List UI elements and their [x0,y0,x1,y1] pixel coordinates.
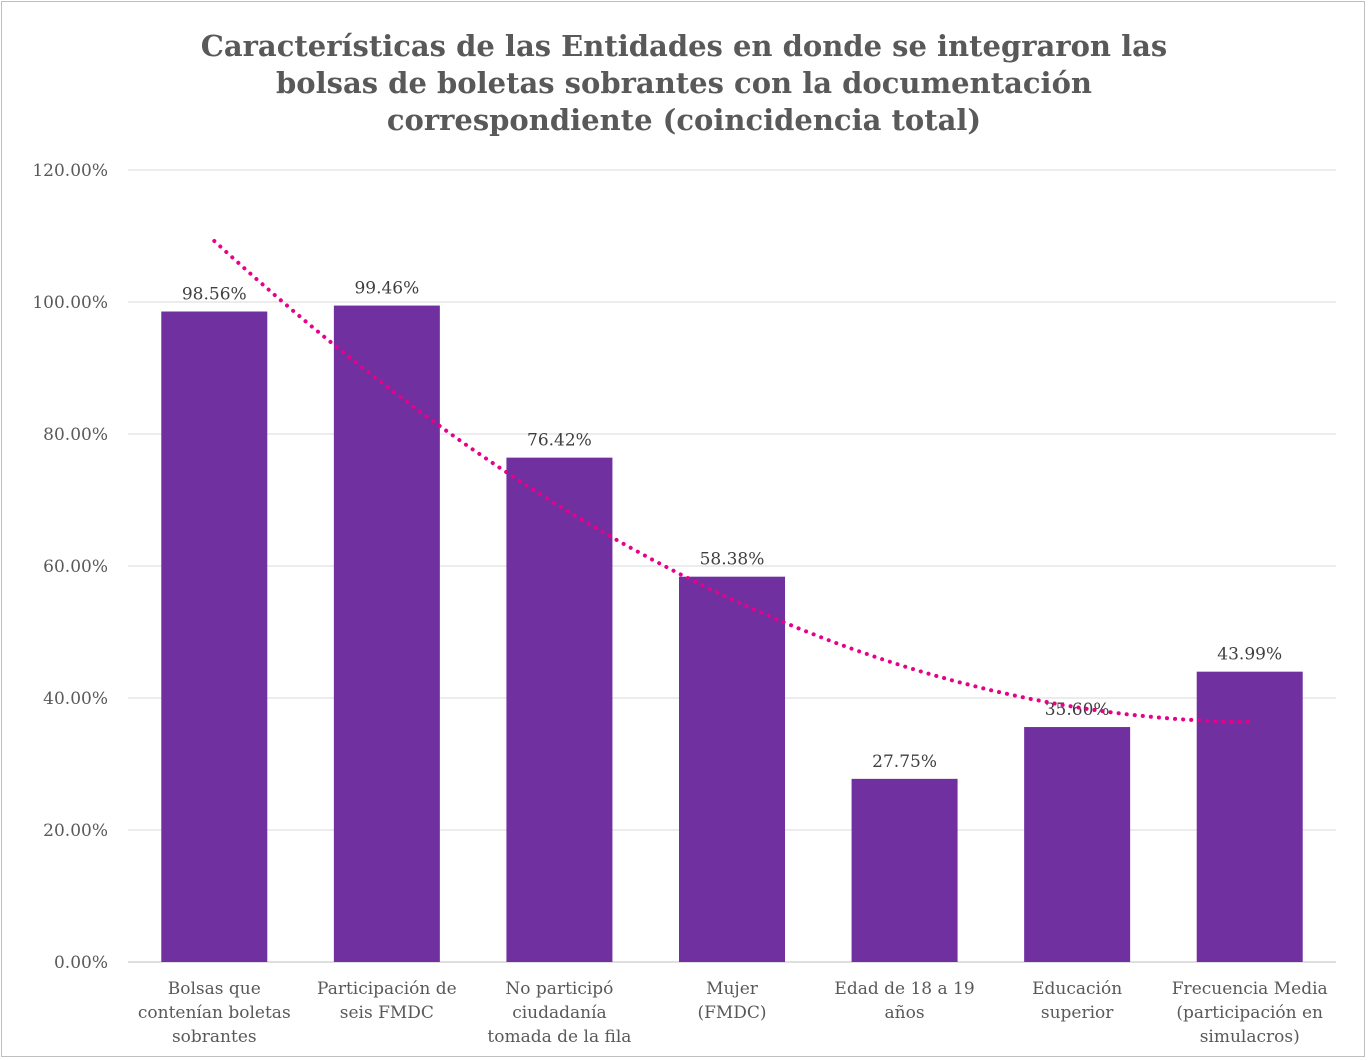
x-tick-label: años [885,1003,925,1023]
data-label: 98.56% [182,285,247,305]
x-tick-label: simulacros) [1200,1027,1300,1047]
data-label: 58.38% [700,550,765,570]
bar [1196,671,1303,962]
y-tick-label: 40.00% [43,689,108,709]
y-tick-label: 60.00% [43,557,108,577]
chart-title-line-2: bolsas de boletas sobrantes con la docum… [275,66,1093,100]
bar [161,311,268,962]
x-tick-label: Participación de [317,979,457,999]
x-tick-label: sobrantes [172,1027,257,1047]
x-tick-label: (FMDC) [697,1003,766,1023]
data-label: 27.75% [872,752,937,772]
x-tick-label: Frecuencia Media [1172,979,1328,999]
x-tick-label: Educación [1032,979,1122,999]
x-tick-label: No participó [505,979,613,999]
x-tick-label: Edad de 18 a 19 [834,979,974,999]
x-tick-label: (participación en [1176,1003,1323,1023]
x-tick-label: superior [1041,1003,1114,1023]
chart-title-line-3: correspondiente (coincidencia total) [386,103,982,137]
y-tick-label: 100.00% [32,293,108,313]
chart-title-line-1: Características de las Entidades en dond… [200,29,1168,63]
bar [506,457,613,962]
x-tick-label: ciudadanía [512,1003,606,1023]
y-tick-label: 20.00% [43,821,108,841]
x-tick-label: seis FMDC [340,1003,434,1023]
bar [851,778,958,962]
data-label: 76.42% [527,431,592,451]
y-tick-label: 80.00% [43,425,108,445]
x-tick-label: Mujer [706,979,759,999]
x-tick-label: tomada de la fila [487,1027,631,1047]
data-label: 99.46% [354,279,419,299]
y-tick-label: 0.00% [54,953,108,973]
data-label: 43.99% [1217,645,1282,665]
x-tick-label: contenían boletas [138,1003,291,1023]
y-tick-label: 120.00% [32,161,108,181]
chart-title: Características de las Entidades en dond… [0,28,1368,139]
bar [333,305,440,963]
bar [1024,727,1131,962]
x-tick-label: Bolsas que [168,979,261,999]
bar [679,576,785,962]
trendline [212,239,1252,724]
